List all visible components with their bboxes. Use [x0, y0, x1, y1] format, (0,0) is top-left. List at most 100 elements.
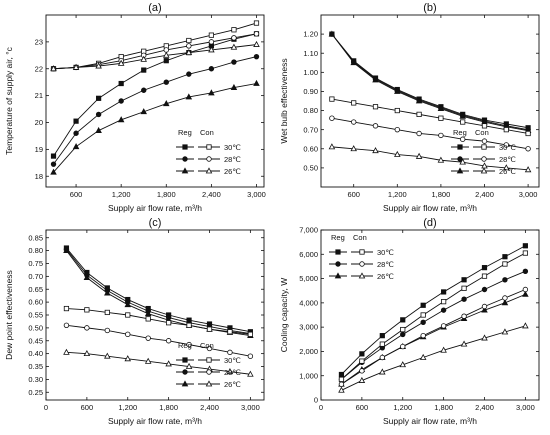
data-point	[379, 368, 386, 375]
data-point	[165, 360, 172, 367]
data-point	[481, 303, 488, 310]
legend-label: 26℃	[377, 272, 394, 281]
data-point	[124, 355, 132, 362]
data-point	[481, 334, 488, 341]
data-point	[379, 333, 385, 339]
data-point	[503, 127, 509, 133]
data-point	[63, 348, 70, 355]
data-point	[415, 152, 423, 159]
data-point	[502, 277, 508, 283]
x-axis-label: Supply air flow rate, m³/h	[383, 416, 477, 426]
x-tick-label: 1,200	[118, 403, 137, 412]
legend-label: 28℃	[377, 260, 394, 269]
data-point	[358, 376, 366, 383]
data-point	[440, 307, 447, 313]
series-reg-2	[63, 246, 254, 339]
legend-header-reg: Reg	[331, 233, 345, 242]
data-point	[441, 299, 447, 305]
data-point	[247, 370, 254, 377]
x-tick-label: 1,200	[112, 190, 131, 199]
data-point	[73, 118, 79, 124]
data-point	[104, 327, 111, 334]
legend-marker-reg	[457, 156, 463, 162]
series-line	[341, 245, 526, 375]
legend-marker-reg	[182, 369, 188, 375]
data-point	[247, 353, 254, 359]
data-point	[379, 354, 386, 361]
data-point	[72, 63, 80, 70]
series-line	[53, 33, 257, 157]
data-point	[416, 111, 422, 117]
data-point	[117, 59, 125, 66]
series-line	[53, 83, 257, 173]
legend-header-reg: Reg	[453, 128, 467, 137]
x-tick-label: 2,400	[202, 190, 221, 199]
series-line	[66, 351, 251, 375]
data-point	[163, 100, 170, 107]
series-line	[331, 117, 529, 150]
legend-marker-reg	[335, 261, 341, 267]
series-line	[53, 33, 257, 70]
legend-marker-con	[359, 261, 365, 267]
legend-marker-con	[358, 272, 366, 279]
x-tick-label: 2,400	[475, 403, 494, 412]
series-line	[341, 325, 526, 391]
y-tick-label: 0.80	[28, 246, 43, 255]
data-point	[208, 32, 214, 38]
x-tick-label: 1,800	[434, 403, 453, 412]
data-point	[145, 335, 151, 341]
series-line	[66, 249, 251, 334]
data-point	[84, 307, 90, 313]
legend-label: 30℃	[224, 356, 241, 365]
series-con-3	[63, 305, 253, 337]
legend-marker-reg	[182, 357, 188, 363]
legend-marker-con	[205, 380, 213, 387]
data-point	[84, 325, 90, 331]
series-line	[341, 270, 526, 380]
legend-label: 28℃	[224, 155, 241, 164]
data-point	[186, 322, 192, 328]
series-con-5	[328, 143, 532, 173]
data-point	[144, 310, 152, 317]
y-tick-label: 0.70	[303, 125, 318, 134]
series-reg-2	[328, 30, 532, 134]
data-point	[63, 246, 70, 254]
data-point	[522, 243, 528, 249]
series-line	[341, 293, 526, 385]
data-point	[394, 126, 400, 133]
series-line	[331, 33, 529, 132]
series-line	[66, 308, 251, 335]
data-point	[329, 115, 335, 121]
y-tick-label: 0.65	[28, 285, 43, 294]
data-point	[185, 362, 193, 369]
data-point	[351, 100, 357, 106]
data-point	[118, 98, 124, 104]
y-tick-label: 0	[314, 396, 318, 405]
data-point	[185, 48, 193, 56]
y-tick-label: 18	[35, 172, 43, 181]
data-point	[399, 361, 407, 368]
data-point	[400, 326, 406, 333]
data-point	[206, 345, 213, 352]
x-tick-label: 600	[81, 403, 94, 412]
x-tick-label: 600	[356, 403, 369, 412]
data-point	[481, 138, 488, 144]
legend-marker-reg	[181, 167, 189, 174]
data-point	[372, 147, 379, 154]
data-point	[522, 286, 529, 293]
series-line	[331, 33, 529, 131]
data-point	[501, 299, 509, 306]
data-point	[481, 273, 488, 279]
data-point	[163, 58, 169, 64]
y-axis-label: Cooling capacity, W	[279, 278, 289, 352]
panel-label: (b)	[423, 2, 436, 14]
data-point	[145, 316, 151, 322]
legend-header-reg: Reg	[178, 128, 192, 137]
y-tick-label: 0.50	[303, 163, 318, 172]
legend-header-reg: Reg	[178, 341, 192, 350]
chart-panel-d: (d) 0 600 1,200 1,800 2,400 3,000 0 1,000 2,000 3,…	[279, 217, 540, 426]
legend-marker-reg	[456, 167, 464, 174]
legend: Reg Con 30℃ 28℃ 26℃	[329, 233, 394, 281]
data-point	[419, 353, 427, 360]
